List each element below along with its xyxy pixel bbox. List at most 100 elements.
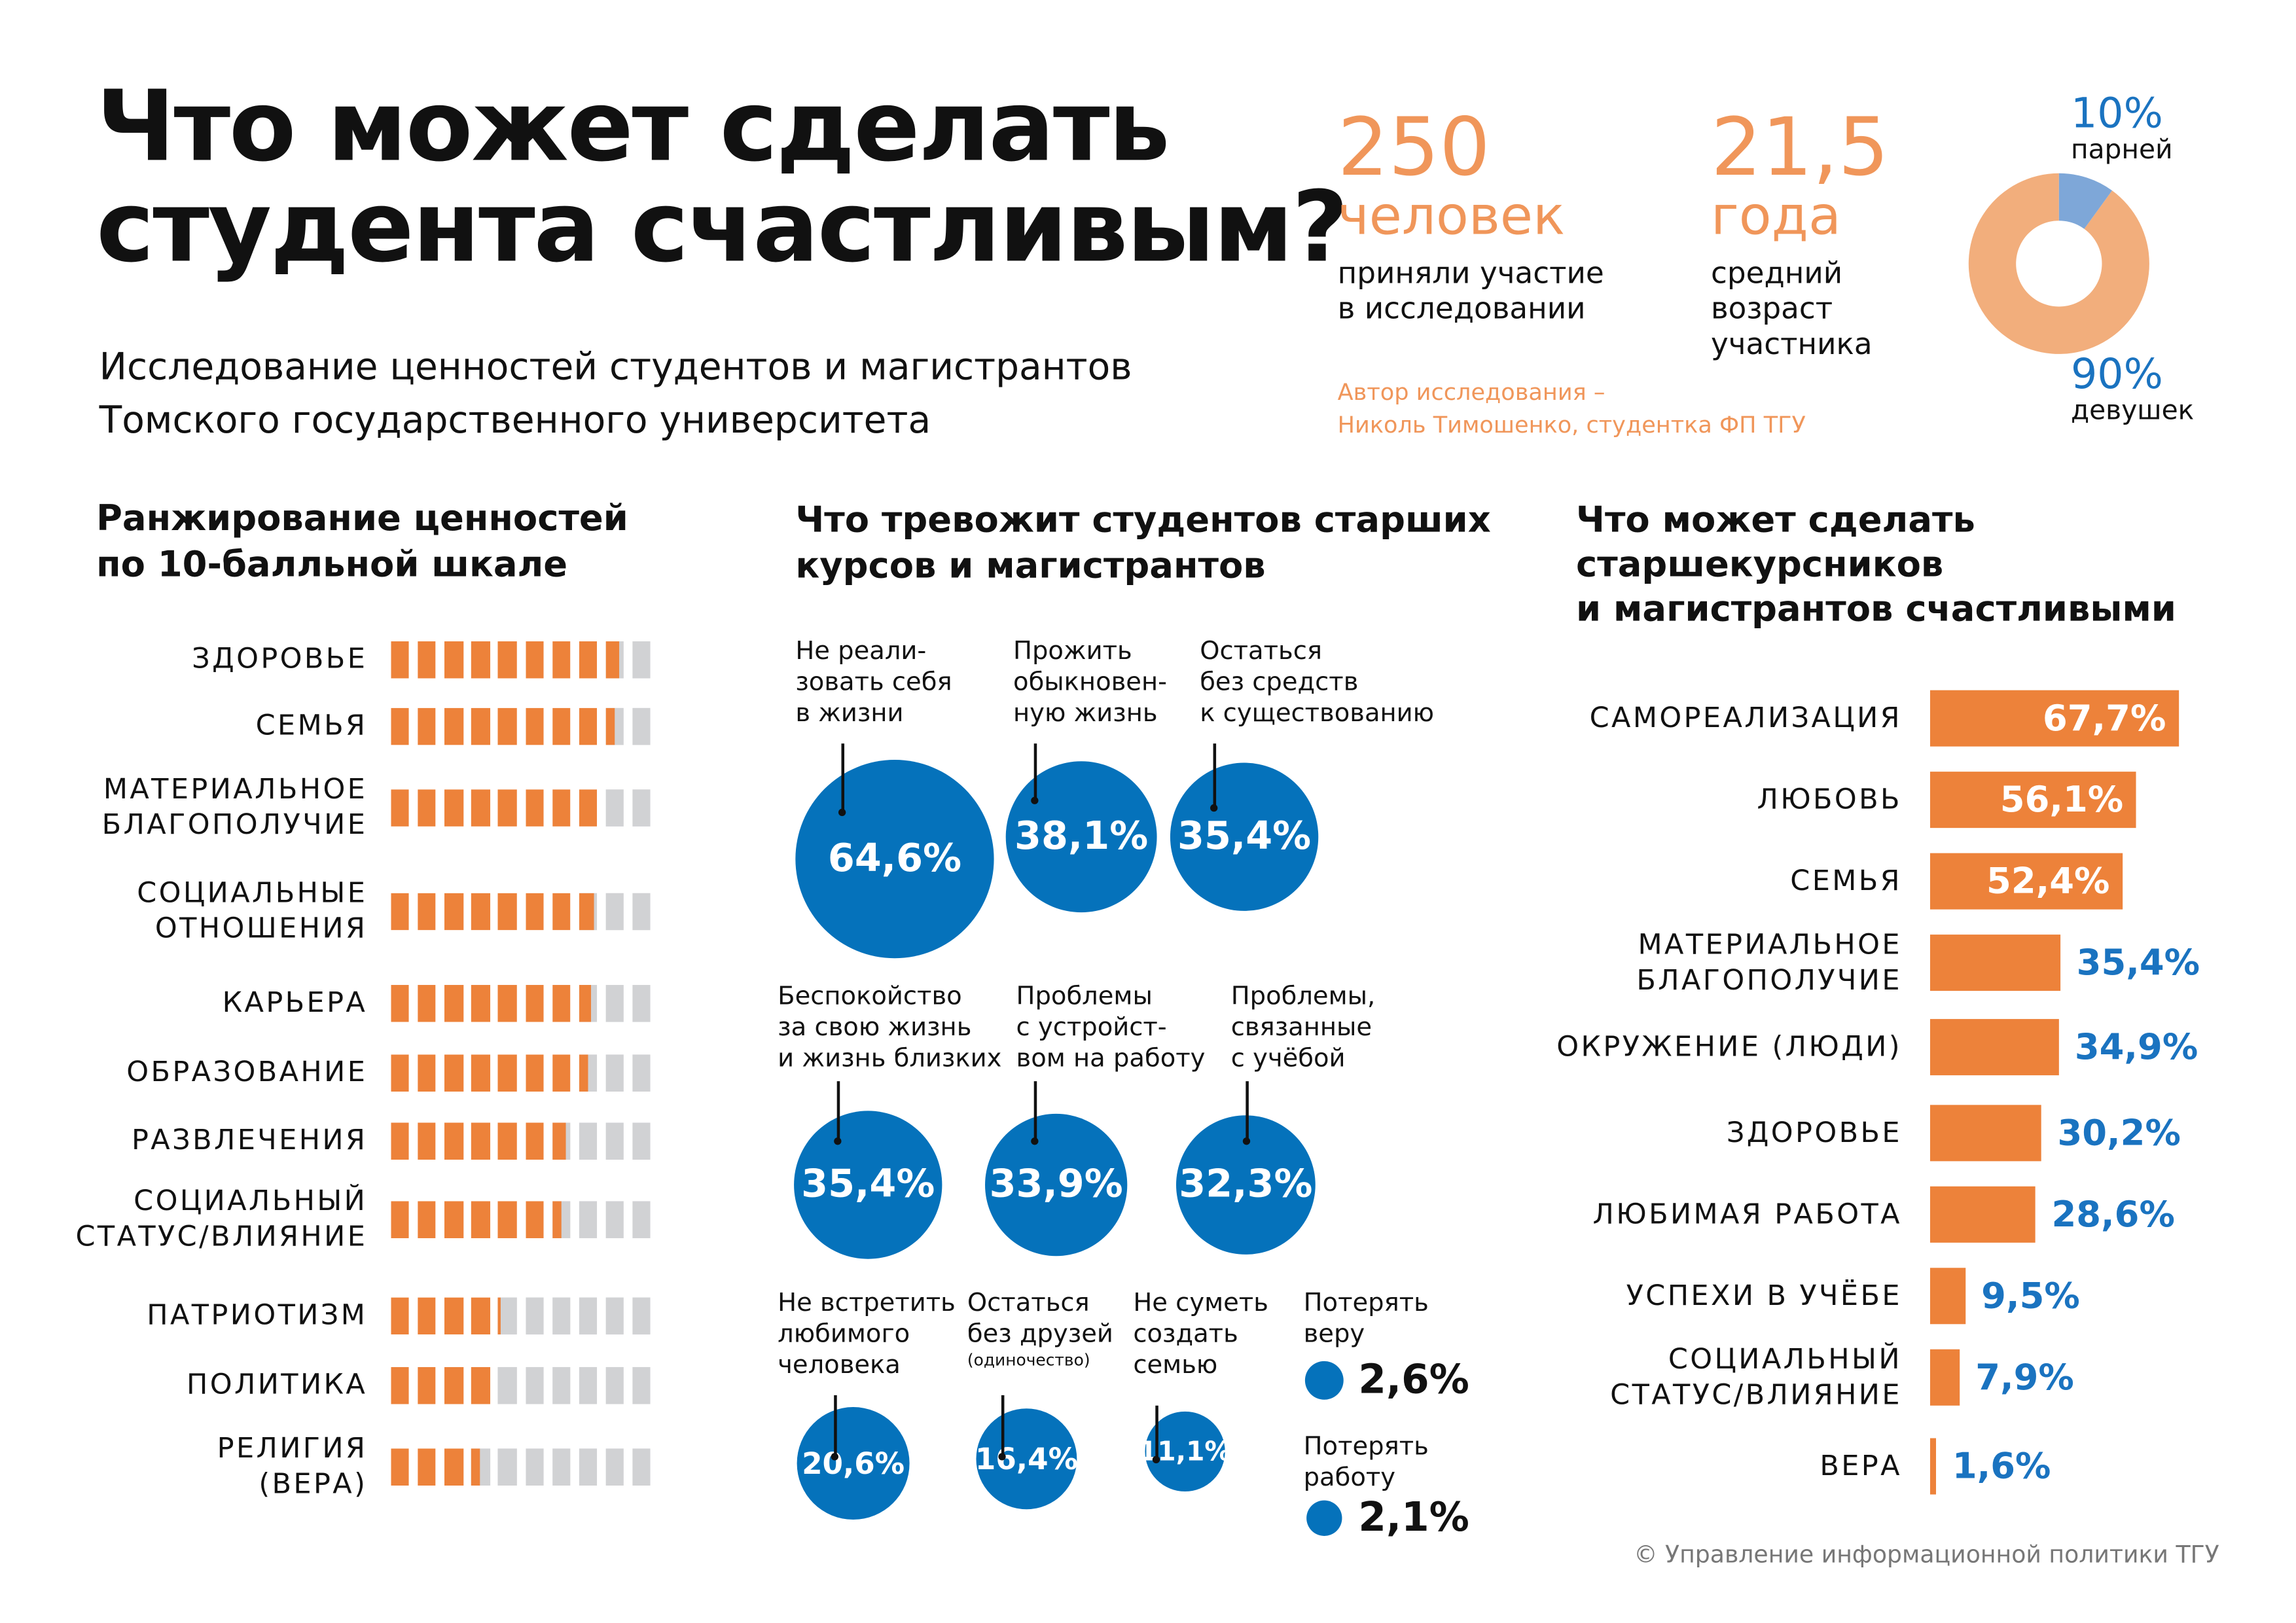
ranking-label: ПАТРИОТИЗМ (147, 1298, 367, 1333)
worry-value: 20,6% (802, 1445, 905, 1482)
ranking-segment-fill (471, 1054, 490, 1091)
ranking-segment (418, 1296, 437, 1334)
happy-label-line: ЗДОРОВЬЕ (1726, 1116, 1902, 1150)
copyright-footer: © Управление информационной политики ТГУ (1634, 1540, 2219, 1569)
ranking-segment (605, 892, 624, 930)
ranking-label-line: ПАТРИОТИЗМ (147, 1298, 368, 1332)
worry-label-line: семью (1133, 1351, 1218, 1381)
ranking-segment (444, 789, 463, 826)
worry-label-line: без друзей (967, 1319, 1113, 1349)
ranking-segment (579, 892, 598, 930)
ranking-segment (525, 1448, 544, 1485)
ranking-segment (605, 984, 624, 1022)
ranking-segment (418, 1448, 437, 1485)
ranking-segment (632, 640, 651, 678)
worry-bubble: 16,4% (975, 1408, 1078, 1510)
ranking-segment (418, 892, 437, 930)
worry-label: Прожить обыкновен-ную жизнь (1013, 637, 1167, 730)
ranking-segment (579, 1296, 598, 1334)
ranking-segment (444, 1200, 463, 1238)
worry-label-line: Не суметь (1133, 1288, 1268, 1319)
worry-bubble: 20,6% (797, 1407, 910, 1520)
worry-label-line: зовать себя (795, 668, 952, 698)
happy-label: ВЕРА (1820, 1448, 1902, 1484)
happy-value: 34,9% (2074, 1026, 2198, 1068)
age-unit: года (1710, 187, 1841, 247)
girls-share: 90% девушек (2071, 352, 2194, 427)
ranking-segment-fill (391, 1200, 410, 1238)
ranking-segment-fill (579, 1054, 588, 1091)
ranking-segment-fill (444, 1366, 463, 1404)
happy-value: 35,4% (2076, 942, 2200, 984)
worry-label: Потерять работу (1304, 1433, 1429, 1495)
ranking-segment-fill (605, 640, 620, 678)
ranking-segment (632, 707, 651, 745)
ranking-segment-fill (552, 707, 571, 745)
happy-label: СЕМЬЯ (1790, 863, 1902, 899)
ranking-segment (418, 640, 437, 678)
ranking-segment (498, 1366, 517, 1404)
happy-label: УСПЕХИ В УЧЁБЕ (1626, 1278, 1902, 1313)
ranking-title-line: Ранжирование ценностей (96, 497, 628, 539)
happy-label-line: ВЕРА (1820, 1450, 1902, 1483)
leader-line (999, 1395, 1005, 1461)
ranking-segment-fill (471, 984, 490, 1022)
ranking-segment (552, 1054, 571, 1091)
ranking-label-line: СЕМЬЯ (255, 709, 368, 742)
ranking-segment (605, 1366, 624, 1404)
ranking-segment (391, 640, 410, 678)
ranking-segment-fill (444, 984, 463, 1022)
worry-value: 2,6% (1358, 1357, 1469, 1404)
ranking-segment (471, 1448, 490, 1485)
age-desc: участника (1710, 325, 1873, 362)
ranking-label-line: ПОЛИТИКА (187, 1368, 368, 1401)
age-desc: средний (1710, 255, 1843, 291)
ranking-segment-fill (525, 789, 544, 826)
ranking-segment (552, 984, 571, 1022)
ranking-segment (579, 984, 598, 1022)
happy-label: ОКРУЖЕНИЕ (ЛЮДИ) (1556, 1029, 1902, 1065)
worry-label-note: (одиночество) (967, 1351, 1090, 1370)
worry-bubble: 38,1% (1005, 761, 1157, 913)
ranking-segment-fill (391, 1296, 410, 1334)
gender-donut (1968, 173, 2149, 354)
happy-title: Что может сделать старшекурсников и маги… (1576, 497, 2176, 631)
happy-value: 28,6% (2051, 1194, 2175, 1236)
happy-value: 67,7% (2042, 697, 2166, 740)
ranking-segment-fill (605, 707, 615, 745)
ranking-segment-fill (552, 892, 571, 930)
worry-label-line: связанные (1230, 1013, 1372, 1043)
worry-dot (1306, 1500, 1342, 1536)
ranking-segment (552, 892, 571, 930)
worry-label: Не реали-зовать себя в жизни (795, 637, 952, 730)
worry-label: Беспокойство за свою жизнь и жизнь близких (778, 982, 1001, 1076)
ranking-segment-fill (579, 707, 598, 745)
ranking-segment (579, 640, 598, 678)
ranking-segment-fill (444, 1296, 463, 1334)
ranking-segment (498, 892, 517, 930)
ranking-segment-fill (471, 789, 490, 826)
worry-label-line: Проблемы, (1230, 982, 1376, 1012)
worry-label-line: без средств (1200, 668, 1359, 698)
ranking-segment-fill (418, 892, 437, 930)
ranking-segment (391, 1122, 410, 1159)
happy-label-line: БЛАГОПОЛУЧИЕ (1636, 964, 1902, 997)
leader-line (1211, 743, 1217, 812)
ranking-segment-fill (525, 1122, 544, 1159)
ranking-segment-fill (471, 1122, 490, 1159)
ranking-segment (471, 707, 490, 745)
happy-value: 9,5% (1981, 1275, 2080, 1317)
ranking-segment-fill (418, 707, 437, 745)
worry-label-line: обыкновен- (1013, 668, 1168, 698)
ranking-segment-fill (444, 1200, 463, 1238)
ranking-segment (525, 1122, 544, 1159)
ranking-segment-fill (391, 1366, 410, 1404)
ranking-segment (471, 1366, 490, 1404)
happy-label-line: СЕМЬЯ (1790, 865, 1902, 898)
ranking-segment (471, 1296, 490, 1334)
worry-bubble: 35,4% (794, 1111, 942, 1259)
happy-label-line: СОЦИАЛЬНЫЙ (1668, 1343, 1902, 1376)
worry-label-line: Проблемы (1016, 982, 1153, 1012)
ranking-segment (498, 707, 517, 745)
ranking-segment (525, 640, 544, 678)
